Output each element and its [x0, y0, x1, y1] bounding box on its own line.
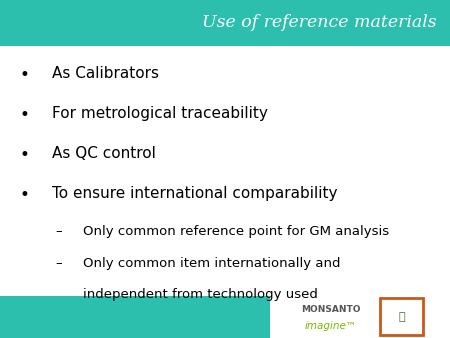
Text: Only common item internationally and: Only common item internationally and [83, 257, 341, 269]
FancyBboxPatch shape [0, 0, 450, 46]
Text: –: – [55, 257, 62, 269]
Text: 🌿: 🌿 [399, 312, 405, 322]
Text: As Calibrators: As Calibrators [52, 66, 159, 81]
Text: Only common reference point for GM analysis: Only common reference point for GM analy… [83, 225, 389, 238]
Text: •: • [20, 146, 30, 164]
Text: Use of reference materials: Use of reference materials [202, 14, 436, 31]
Text: –: – [55, 225, 62, 238]
FancyBboxPatch shape [380, 298, 423, 335]
Text: imagine™: imagine™ [305, 321, 357, 331]
Text: •: • [20, 186, 30, 203]
Text: For metrological traceability: For metrological traceability [52, 106, 268, 121]
Text: independent from technology used: independent from technology used [83, 288, 318, 300]
FancyBboxPatch shape [0, 296, 270, 338]
Text: As QC control: As QC control [52, 146, 156, 161]
Text: •: • [20, 106, 30, 124]
Text: To ensure international comparability: To ensure international comparability [52, 186, 337, 200]
Text: MONSANTO: MONSANTO [301, 305, 360, 314]
Text: •: • [20, 66, 30, 84]
